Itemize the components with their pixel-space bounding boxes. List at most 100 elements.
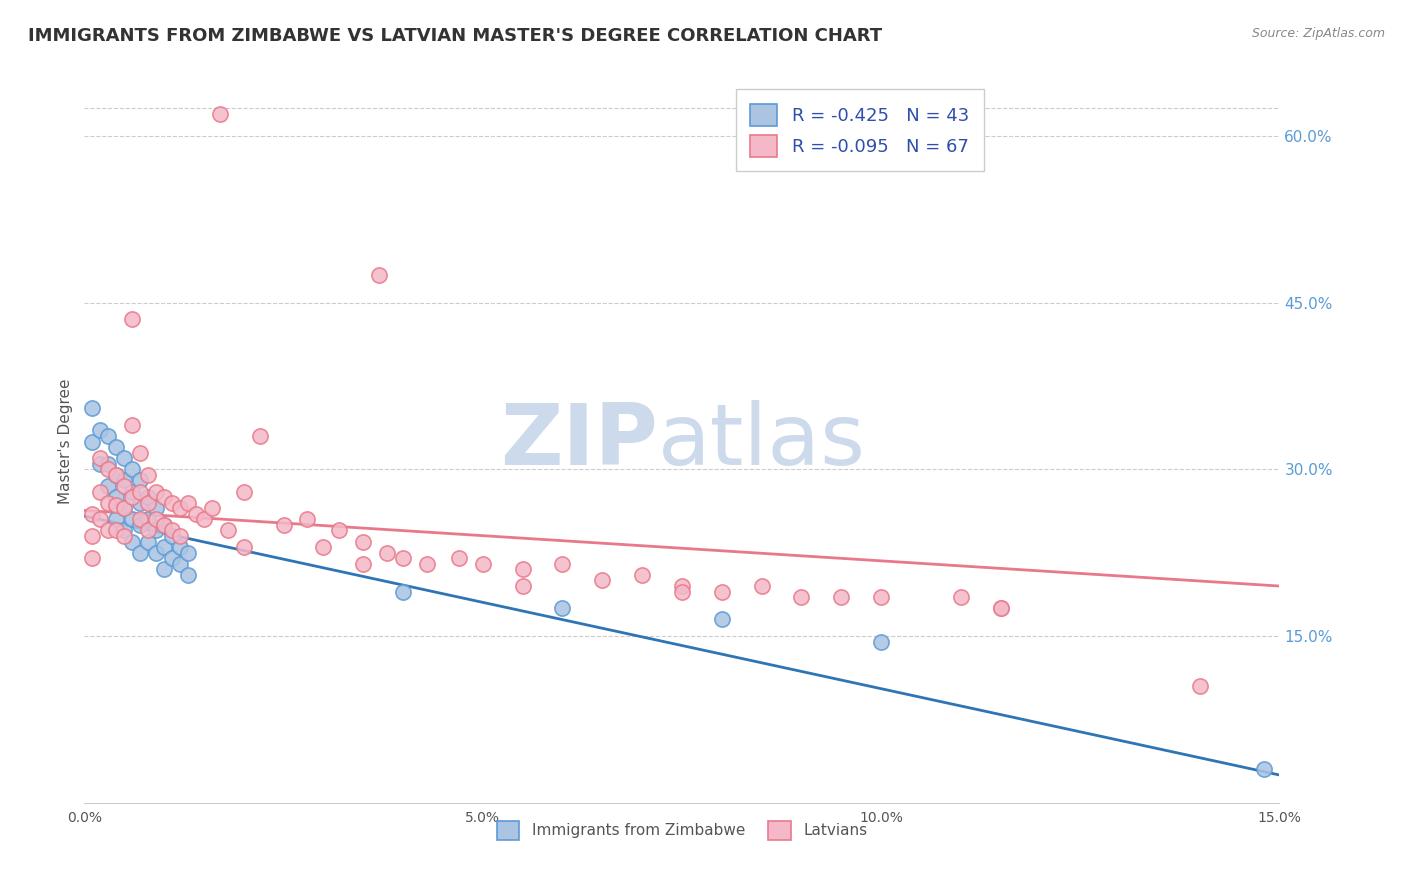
Point: [160, 529, 183, 543]
Point: [392, 551, 415, 566]
Point: [232, 484, 254, 499]
Point: [82, 529, 104, 543]
Point: [160, 551, 183, 566]
Point: [136, 496, 159, 510]
Point: [751, 118, 773, 132]
Point: [145, 512, 167, 526]
Point: [112, 529, 135, 543]
Point: [990, 601, 1012, 615]
Point: [82, 507, 104, 521]
Point: [145, 484, 167, 499]
Point: [121, 484, 143, 499]
Point: [352, 557, 374, 571]
Point: [136, 512, 159, 526]
Point: [710, 612, 733, 626]
Point: [121, 490, 143, 504]
Point: [136, 534, 159, 549]
Point: [830, 590, 852, 604]
Point: [112, 474, 135, 488]
Point: [551, 601, 574, 615]
Point: [273, 517, 295, 532]
Point: [129, 445, 152, 459]
Point: [177, 568, 200, 582]
Point: [392, 584, 415, 599]
Point: [121, 512, 143, 526]
Text: Source: ZipAtlas.com: Source: ZipAtlas.com: [1251, 27, 1385, 40]
Point: [153, 562, 176, 576]
Point: [870, 634, 893, 648]
Point: [201, 501, 224, 516]
Point: [136, 467, 159, 482]
Point: [312, 540, 335, 554]
Point: [153, 517, 176, 532]
Point: [89, 457, 111, 471]
Point: [82, 434, 104, 449]
Point: [471, 557, 494, 571]
Point: [631, 568, 654, 582]
Point: [217, 524, 239, 538]
Point: [512, 562, 534, 576]
Point: [97, 457, 120, 471]
Point: [129, 484, 152, 499]
Point: [949, 590, 972, 604]
Point: [89, 451, 111, 466]
Point: [177, 496, 200, 510]
Point: [352, 534, 374, 549]
Point: [591, 574, 613, 588]
Point: [1253, 763, 1275, 777]
Point: [160, 496, 183, 510]
Text: atlas: atlas: [658, 400, 866, 483]
Point: [671, 584, 693, 599]
Point: [1188, 679, 1211, 693]
Point: [89, 512, 111, 526]
Point: [169, 529, 191, 543]
Point: [129, 546, 152, 560]
Point: [105, 467, 128, 482]
Point: [97, 479, 120, 493]
Point: [160, 524, 183, 538]
Point: [112, 501, 135, 516]
Point: [112, 501, 135, 516]
Point: [177, 546, 200, 560]
Point: [208, 106, 231, 120]
Point: [112, 479, 135, 493]
Point: [416, 557, 439, 571]
Point: [129, 474, 152, 488]
Text: IMMIGRANTS FROM ZIMBABWE VS LATVIAN MASTER'S DEGREE CORRELATION CHART: IMMIGRANTS FROM ZIMBABWE VS LATVIAN MAST…: [28, 27, 882, 45]
Point: [232, 540, 254, 554]
Point: [297, 512, 319, 526]
Point: [551, 557, 574, 571]
Text: ZIP: ZIP: [501, 400, 658, 483]
Point: [112, 524, 135, 538]
Point: [136, 490, 159, 504]
Point: [105, 498, 128, 512]
Point: [129, 517, 152, 532]
Point: [89, 484, 111, 499]
Point: [136, 524, 159, 538]
Point: [145, 546, 167, 560]
Point: [169, 501, 191, 516]
Point: [129, 496, 152, 510]
Point: [97, 429, 120, 443]
Point: [145, 501, 167, 516]
Point: [121, 534, 143, 549]
Point: [751, 579, 773, 593]
Point: [105, 467, 128, 482]
Point: [129, 512, 152, 526]
Point: [153, 517, 176, 532]
Point: [105, 490, 128, 504]
Point: [447, 551, 470, 566]
Point: [121, 462, 143, 476]
Point: [105, 524, 128, 538]
Point: [145, 524, 167, 538]
Y-axis label: Master's Degree: Master's Degree: [58, 379, 73, 504]
Point: [121, 312, 143, 326]
Point: [249, 429, 271, 443]
Point: [375, 546, 398, 560]
Point: [328, 524, 350, 538]
Point: [153, 490, 176, 504]
Point: [790, 590, 813, 604]
Point: [97, 524, 120, 538]
Point: [193, 512, 215, 526]
Point: [710, 584, 733, 599]
